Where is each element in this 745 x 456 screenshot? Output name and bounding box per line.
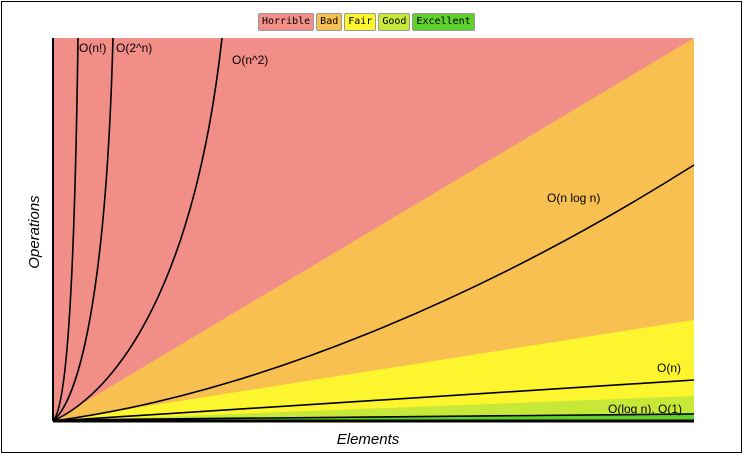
curve-factorial bbox=[52, 37, 79, 422]
curve-quadratic bbox=[52, 37, 223, 422]
curve-label-linearithmic: O(n log n) bbox=[547, 191, 600, 205]
curve-linear bbox=[52, 379, 695, 422]
x-axis-label: Elements bbox=[337, 431, 400, 448]
legend-item-good: Good bbox=[378, 13, 411, 31]
region-fair bbox=[53, 320, 694, 421]
curve-label-quadratic: O(n^2) bbox=[232, 53, 268, 67]
region-bad bbox=[53, 38, 694, 421]
legend-item-excellent: Excellent bbox=[412, 13, 475, 31]
legend-item-horrible: Horrible bbox=[258, 13, 315, 31]
curve-log-constant bbox=[52, 413, 695, 421]
curve-linearithmic bbox=[52, 164, 695, 422]
legend: Horrible Bad Fair Good Excellent bbox=[258, 13, 475, 31]
legend-item-fair: Fair bbox=[344, 13, 377, 31]
y-axis-label: Operations bbox=[26, 195, 43, 269]
curve-label-exponential: O(2^n) bbox=[116, 41, 152, 55]
curve-exponential bbox=[52, 37, 114, 422]
legend-item-bad: Bad bbox=[316, 13, 343, 31]
curve-label-log-constant: O(log n), O(1) bbox=[608, 402, 682, 416]
curve-label-linear: O(n) bbox=[657, 361, 681, 375]
curve-label-factorial: O(n!) bbox=[79, 41, 106, 55]
